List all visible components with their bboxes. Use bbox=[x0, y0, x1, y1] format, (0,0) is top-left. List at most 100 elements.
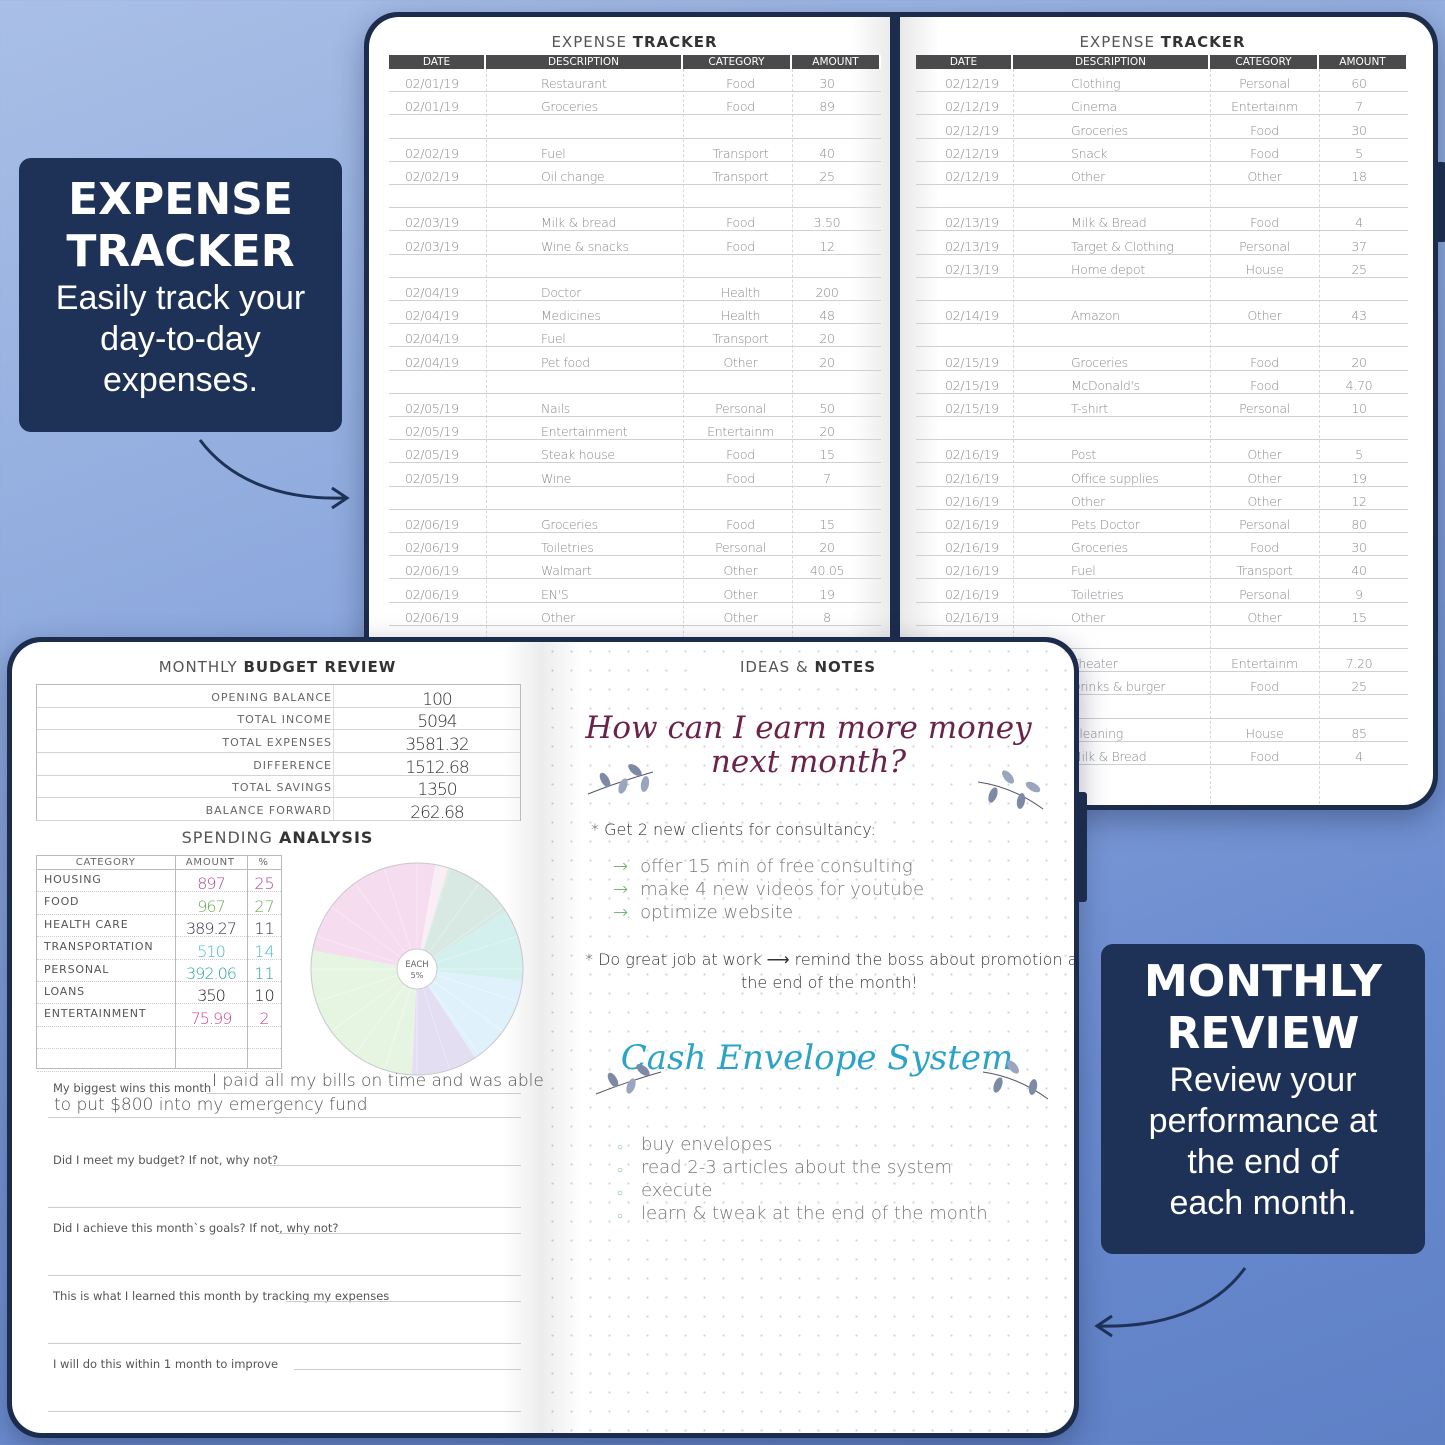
spending-row: FOOD 967 27 bbox=[37, 892, 281, 916]
description-cell: Groceries bbox=[541, 516, 598, 532]
table-row: 02/16/19 Toiletries Personal 9 bbox=[916, 579, 1408, 603]
column-divider bbox=[1210, 69, 1211, 805]
expense-tracker-callout: EXPENSE TRACKER Easily track your day-to… bbox=[19, 158, 342, 432]
amount-cell: 25 bbox=[1351, 679, 1367, 695]
list-item-text: buy envelopes bbox=[641, 1134, 773, 1155]
description-cell: Office supplies bbox=[1071, 470, 1159, 486]
amount-cell: 48 bbox=[819, 308, 835, 324]
category-cell: Other bbox=[1247, 447, 1282, 463]
notes-step: → offer 15 min of free consulting bbox=[613, 856, 913, 877]
description-cell: Restaurant bbox=[541, 76, 607, 92]
amount-cell: 897 bbox=[197, 874, 226, 894]
date-cell: 02/13/19 bbox=[945, 215, 999, 231]
empty-row bbox=[389, 487, 881, 510]
description-cell: Medicines bbox=[541, 308, 601, 324]
budget-table: OPENING BALANCE 100 TOTAL INCOME 5094 TOTAL … bbox=[36, 684, 521, 823]
empty-row bbox=[916, 695, 1408, 719]
budget-label: OPENING BALANCE bbox=[211, 690, 332, 704]
category-cell: PERSONAL bbox=[44, 962, 110, 976]
amount-cell: 50 bbox=[819, 400, 835, 416]
table-row: 02/14/19 Amazon Other 43 bbox=[916, 301, 1408, 325]
reflection-question: I will do this within 1 month to improve bbox=[53, 1357, 279, 1371]
arrow-right-icon: → bbox=[613, 879, 629, 900]
date-cell: 02/14/19 bbox=[945, 308, 999, 324]
category-cell: Entertainm bbox=[1231, 99, 1298, 115]
notes-title: IDEAS & NOTES bbox=[693, 658, 923, 676]
description-cell: Other bbox=[541, 609, 575, 625]
notes-heading: Cash Envelope System bbox=[620, 1038, 1014, 1078]
amount-cell: 350 bbox=[197, 986, 226, 1006]
budget-value: 5094 bbox=[417, 712, 457, 733]
table-row: 02/16/19 Post Other 5 bbox=[916, 440, 1408, 464]
description-cell: Amazon bbox=[1071, 308, 1120, 324]
category-cell: Food bbox=[726, 238, 755, 254]
description-cell: Other bbox=[1071, 609, 1105, 625]
amount-cell: 85 bbox=[1351, 725, 1367, 741]
date-cell: 02/16/19 bbox=[945, 586, 999, 602]
column-divider bbox=[486, 69, 487, 805]
description-cell: Snack bbox=[1071, 145, 1108, 161]
arrow-right-icon: ⟶ bbox=[766, 950, 790, 969]
amount-cell: 89 bbox=[819, 99, 835, 115]
date-cell: 02/06/19 bbox=[405, 540, 459, 556]
list-item: ○ learn & tweak at the end of the month bbox=[617, 1203, 988, 1224]
table-row: 02/12/19 Cinema Entertainm 7 bbox=[916, 92, 1408, 116]
table-row: 02/06/19 Other Other 8 bbox=[389, 603, 881, 626]
arrow-right-icon: → bbox=[613, 902, 629, 923]
column-header: AMOUNT bbox=[185, 857, 235, 868]
budget-value: 1512.68 bbox=[405, 757, 469, 778]
pie-slice-loans bbox=[411, 969, 476, 1075]
table-row: 02/13/19 Milk & Bread Food 4 bbox=[916, 208, 1408, 232]
arrow-right-icon: → bbox=[613, 856, 629, 877]
percent-cell: 27 bbox=[254, 896, 275, 916]
category-cell: Food bbox=[1250, 122, 1279, 138]
category-cell: Health bbox=[720, 308, 761, 324]
amount-cell: 4 bbox=[1355, 748, 1363, 764]
amount-cell: 40 bbox=[819, 145, 835, 161]
date-cell: 02/04/19 bbox=[405, 354, 459, 370]
category-cell: Food bbox=[726, 215, 755, 231]
writing-line bbox=[48, 1207, 521, 1208]
percent-cell: 14 bbox=[254, 941, 275, 961]
notes-goal: * Get 2 new clients for consultancy: bbox=[591, 820, 876, 839]
date-cell: 02/04/19 bbox=[405, 308, 459, 324]
pie-center-label: 5% bbox=[411, 971, 424, 980]
table-row: 02/06/19 Walmart Other 40.05 bbox=[389, 556, 881, 580]
amount-cell: 80 bbox=[1351, 516, 1367, 532]
table-row: 02/13/19 Target & Clothing Personal 37 bbox=[916, 231, 1408, 255]
category-cell: Other bbox=[723, 586, 758, 602]
date-cell: 02/15/19 bbox=[945, 377, 999, 393]
percent-cell: 11 bbox=[254, 919, 275, 939]
writing-line bbox=[48, 1411, 521, 1412]
amount-cell: 15 bbox=[1351, 609, 1367, 625]
category-cell: ENTERTAINMENT bbox=[44, 1007, 147, 1021]
description-cell: Other bbox=[1071, 493, 1105, 509]
handwritten-answer: I paid all my bills on time and was able bbox=[212, 1071, 543, 1091]
category-cell: Other bbox=[1247, 168, 1282, 184]
amount-cell: 20 bbox=[819, 540, 835, 556]
category-cell: Transport bbox=[712, 168, 769, 184]
description-cell: Drinks & burger bbox=[1071, 679, 1166, 695]
amount-cell: 15 bbox=[819, 516, 835, 532]
bullet-icon: ○ bbox=[617, 1188, 624, 1199]
budget-label: TOTAL INCOME bbox=[237, 713, 332, 727]
description-cell: Groceries bbox=[541, 99, 598, 115]
bullet-icon: ○ bbox=[617, 1165, 624, 1176]
category-cell: Entertainm bbox=[707, 424, 774, 440]
writing-line bbox=[48, 1275, 521, 1276]
amount-cell: 200 bbox=[815, 284, 839, 300]
pie-slice-transportation bbox=[417, 969, 523, 1058]
amount-cell: 30 bbox=[1351, 122, 1367, 138]
date-cell: 02/12/19 bbox=[945, 168, 999, 184]
column-header: DESCRIPTION bbox=[486, 55, 683, 69]
date-cell: 02/02/19 bbox=[405, 168, 459, 184]
callout-subtext: performance at bbox=[1148, 1102, 1378, 1140]
date-cell: 02/05/19 bbox=[405, 470, 459, 486]
table-row: 02/05/19 Wine Food 7 bbox=[389, 463, 881, 487]
budget-review-page: MONTHLY BUDGET REVIEW OPENING BALANCE 100… bbox=[12, 642, 543, 1433]
spending-analysis-title: SPENDING ANALYSIS bbox=[181, 828, 374, 847]
notes-heading: next month? bbox=[710, 744, 907, 780]
description-cell: Toiletries bbox=[541, 540, 594, 556]
table-row: 02/16/19 Other Other 15 bbox=[916, 603, 1408, 626]
